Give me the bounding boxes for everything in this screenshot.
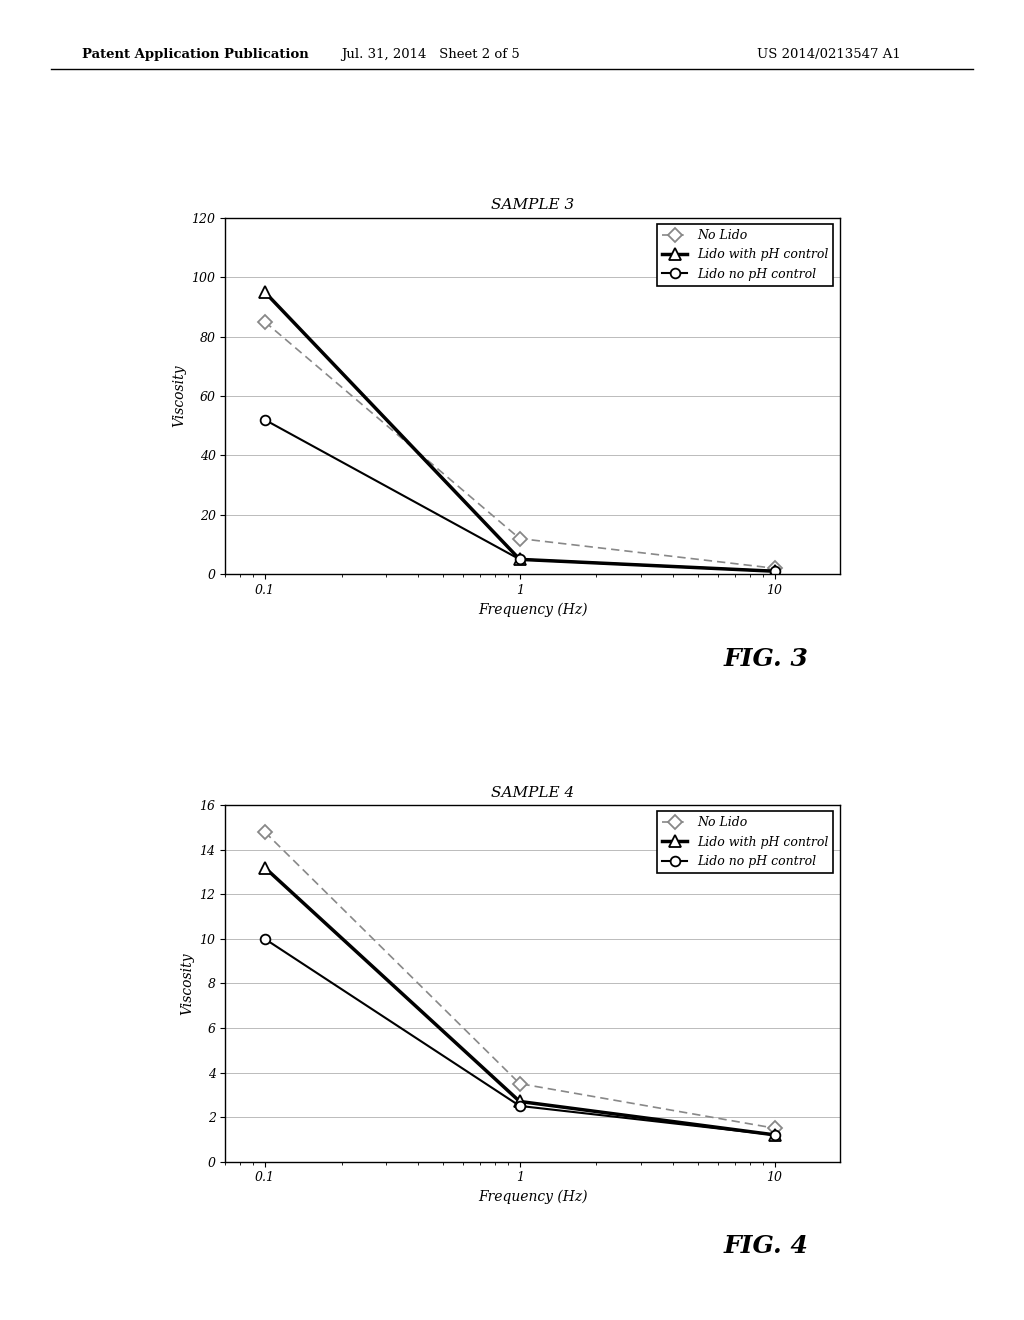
- Lido no pH control: [259, 931, 271, 946]
- No Lido: [768, 1121, 780, 1137]
- Text: Patent Application Publication: Patent Application Publication: [82, 48, 308, 61]
- Title: SAMPLE 3: SAMPLE 3: [490, 198, 574, 213]
- X-axis label: Frequency (Hz): Frequency (Hz): [478, 1189, 587, 1204]
- Legend: No Lido, Lido with pH control, Lido no pH control: No Lido, Lido with pH control, Lido no p…: [657, 224, 834, 285]
- Lido no pH control: [514, 552, 526, 568]
- No Lido: [514, 531, 526, 546]
- Line: Lido no pH control: Lido no pH control: [260, 414, 779, 576]
- Text: FIG. 4: FIG. 4: [724, 1234, 808, 1258]
- X-axis label: Frequency (Hz): Frequency (Hz): [478, 602, 587, 616]
- Line: No Lido: No Lido: [260, 317, 779, 573]
- Line: Lido with pH control: Lido with pH control: [259, 862, 780, 1140]
- Text: Jul. 31, 2014   Sheet 2 of 5: Jul. 31, 2014 Sheet 2 of 5: [341, 48, 519, 61]
- Lido with pH control: [768, 1127, 780, 1143]
- Lido with pH control: [259, 859, 271, 875]
- No Lido: [768, 560, 780, 576]
- Line: Lido with pH control: Lido with pH control: [259, 286, 780, 577]
- No Lido: [259, 824, 271, 840]
- Lido with pH control: [768, 564, 780, 579]
- Lido with pH control: [259, 284, 271, 300]
- Lido no pH control: [768, 1127, 780, 1143]
- Lido no pH control: [259, 412, 271, 428]
- Lido no pH control: [514, 1098, 526, 1114]
- Lido with pH control: [514, 552, 526, 568]
- Y-axis label: Viscosity: Viscosity: [180, 952, 194, 1015]
- Y-axis label: Viscosity: Viscosity: [172, 364, 186, 428]
- Legend: No Lido, Lido with pH control, Lido no pH control: No Lido, Lido with pH control, Lido no p…: [657, 812, 834, 873]
- Title: SAMPLE 4: SAMPLE 4: [490, 785, 574, 800]
- No Lido: [259, 314, 271, 330]
- Text: US 2014/0213547 A1: US 2014/0213547 A1: [758, 48, 901, 61]
- Text: FIG. 3: FIG. 3: [724, 647, 808, 671]
- Line: Lido no pH control: Lido no pH control: [260, 935, 779, 1139]
- Lido no pH control: [768, 564, 780, 579]
- Line: No Lido: No Lido: [260, 828, 779, 1133]
- Lido with pH control: [514, 1093, 526, 1109]
- No Lido: [514, 1076, 526, 1092]
